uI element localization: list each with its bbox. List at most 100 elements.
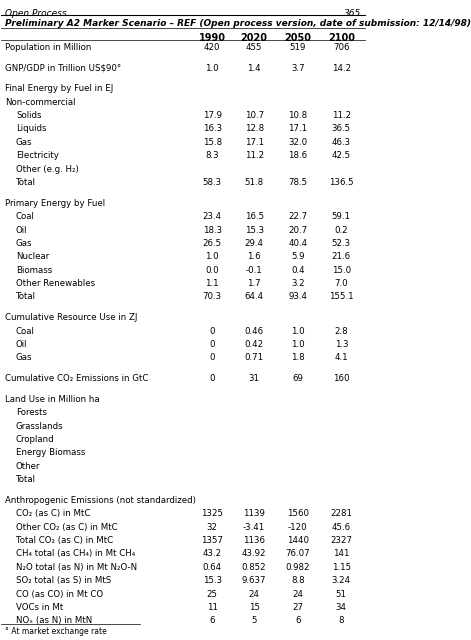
- Text: Forests: Forests: [16, 408, 47, 417]
- Text: 7.0: 7.0: [334, 279, 348, 288]
- Text: Coal: Coal: [16, 326, 35, 335]
- Text: 10.7: 10.7: [244, 111, 264, 120]
- Text: 45.6: 45.6: [332, 523, 351, 532]
- Text: GNP/GDP in Trillion US$90°: GNP/GDP in Trillion US$90°: [5, 63, 121, 72]
- Text: 8.3: 8.3: [205, 151, 219, 160]
- Text: 2050: 2050: [284, 33, 311, 44]
- Text: 1.7: 1.7: [247, 279, 261, 288]
- Text: Nuclear: Nuclear: [16, 252, 49, 261]
- Text: 31: 31: [249, 374, 260, 383]
- Text: 420: 420: [204, 43, 220, 52]
- Text: 15: 15: [249, 603, 260, 612]
- Text: 141: 141: [333, 550, 349, 559]
- Text: Total: Total: [16, 292, 36, 301]
- Text: 5: 5: [252, 616, 257, 625]
- Text: 3.24: 3.24: [332, 576, 351, 585]
- Text: 2281: 2281: [330, 509, 352, 518]
- Text: Cumulative Resource Use in ZJ: Cumulative Resource Use in ZJ: [5, 313, 138, 322]
- Text: Biomass: Biomass: [16, 266, 52, 275]
- Text: 15.8: 15.8: [203, 138, 222, 147]
- Text: 1.4: 1.4: [247, 63, 261, 72]
- Text: NOₓ (as N) in MtN: NOₓ (as N) in MtN: [16, 616, 92, 625]
- Text: 1.0: 1.0: [291, 326, 305, 335]
- Text: 365: 365: [344, 9, 361, 18]
- Text: 1.1: 1.1: [205, 279, 219, 288]
- Text: 17.1: 17.1: [288, 124, 307, 134]
- Text: 18.3: 18.3: [203, 225, 222, 234]
- Text: 36.5: 36.5: [332, 124, 351, 134]
- Text: 24: 24: [249, 589, 260, 598]
- Text: Open Process: Open Process: [5, 9, 67, 18]
- Text: 15.3: 15.3: [203, 576, 222, 585]
- Text: 17.1: 17.1: [244, 138, 264, 147]
- Text: 22.7: 22.7: [288, 212, 307, 221]
- Text: VOCs in Mt: VOCs in Mt: [16, 603, 63, 612]
- Text: 155.1: 155.1: [329, 292, 354, 301]
- Text: 0.71: 0.71: [244, 353, 264, 362]
- Text: 11: 11: [207, 603, 218, 612]
- Text: 0.64: 0.64: [203, 563, 222, 572]
- Text: Total CO₂ (as C) in MtC: Total CO₂ (as C) in MtC: [16, 536, 113, 545]
- Text: CO₂ (as C) in MtC: CO₂ (as C) in MtC: [16, 509, 90, 518]
- Text: 8: 8: [339, 616, 344, 625]
- Text: CH₄ total (as CH₄) in Mt CH₄: CH₄ total (as CH₄) in Mt CH₄: [16, 550, 135, 559]
- Text: 0: 0: [210, 353, 215, 362]
- Text: 58.3: 58.3: [203, 178, 222, 187]
- Text: 43.92: 43.92: [242, 550, 266, 559]
- Text: 34: 34: [336, 603, 347, 612]
- Text: 1.0: 1.0: [205, 63, 219, 72]
- Text: 1357: 1357: [201, 536, 223, 545]
- Text: SO₂ total (as S) in MtS: SO₂ total (as S) in MtS: [16, 576, 111, 585]
- Text: 0: 0: [210, 374, 215, 383]
- Text: 706: 706: [333, 43, 349, 52]
- Text: Primary Energy by Fuel: Primary Energy by Fuel: [5, 199, 105, 208]
- Text: 17.9: 17.9: [203, 111, 222, 120]
- Text: 1.3: 1.3: [334, 340, 348, 349]
- Text: 69: 69: [292, 374, 303, 383]
- Text: 9.637: 9.637: [242, 576, 266, 585]
- Text: 40.4: 40.4: [288, 239, 307, 248]
- Text: Energy Biomass: Energy Biomass: [16, 449, 85, 458]
- Text: 46.3: 46.3: [332, 138, 351, 147]
- Text: 1990: 1990: [199, 33, 226, 44]
- Text: Oil: Oil: [16, 225, 27, 234]
- Text: 26.5: 26.5: [203, 239, 222, 248]
- Text: 51: 51: [336, 589, 347, 598]
- Text: 23.4: 23.4: [203, 212, 222, 221]
- Text: 4.1: 4.1: [334, 353, 348, 362]
- Text: 8.8: 8.8: [291, 576, 305, 585]
- Text: 0: 0: [210, 340, 215, 349]
- Text: 32.0: 32.0: [288, 138, 307, 147]
- Text: Total: Total: [16, 475, 36, 484]
- Text: 0.46: 0.46: [244, 326, 264, 335]
- Text: Other (e.g. H₂): Other (e.g. H₂): [16, 164, 79, 173]
- Text: ° At market exchange rate: ° At market exchange rate: [5, 627, 107, 636]
- Text: 1560: 1560: [287, 509, 309, 518]
- Text: 0.42: 0.42: [244, 340, 264, 349]
- Text: 11.2: 11.2: [244, 151, 264, 160]
- Text: 24: 24: [292, 589, 303, 598]
- Text: 1.6: 1.6: [247, 252, 261, 261]
- Text: -120: -120: [288, 523, 308, 532]
- Text: 25: 25: [207, 589, 218, 598]
- Text: Cropland: Cropland: [16, 435, 55, 444]
- Text: 70.3: 70.3: [203, 292, 222, 301]
- Text: 11.2: 11.2: [332, 111, 351, 120]
- Text: 51.8: 51.8: [244, 178, 264, 187]
- Text: Non-commercial: Non-commercial: [5, 98, 75, 107]
- Text: 16.5: 16.5: [244, 212, 264, 221]
- Text: 15.3: 15.3: [244, 225, 264, 234]
- Text: 64.4: 64.4: [244, 292, 264, 301]
- Text: 21.6: 21.6: [332, 252, 351, 261]
- Text: Electricity: Electricity: [16, 151, 59, 160]
- Text: Grasslands: Grasslands: [16, 422, 64, 431]
- Text: 59.1: 59.1: [332, 212, 351, 221]
- Text: 6: 6: [295, 616, 300, 625]
- Text: Solids: Solids: [16, 111, 41, 120]
- Text: 5.9: 5.9: [291, 252, 304, 261]
- Text: 1440: 1440: [287, 536, 309, 545]
- Text: 27: 27: [292, 603, 303, 612]
- Text: 6: 6: [210, 616, 215, 625]
- Text: 0.982: 0.982: [285, 563, 310, 572]
- Text: 12.8: 12.8: [244, 124, 264, 134]
